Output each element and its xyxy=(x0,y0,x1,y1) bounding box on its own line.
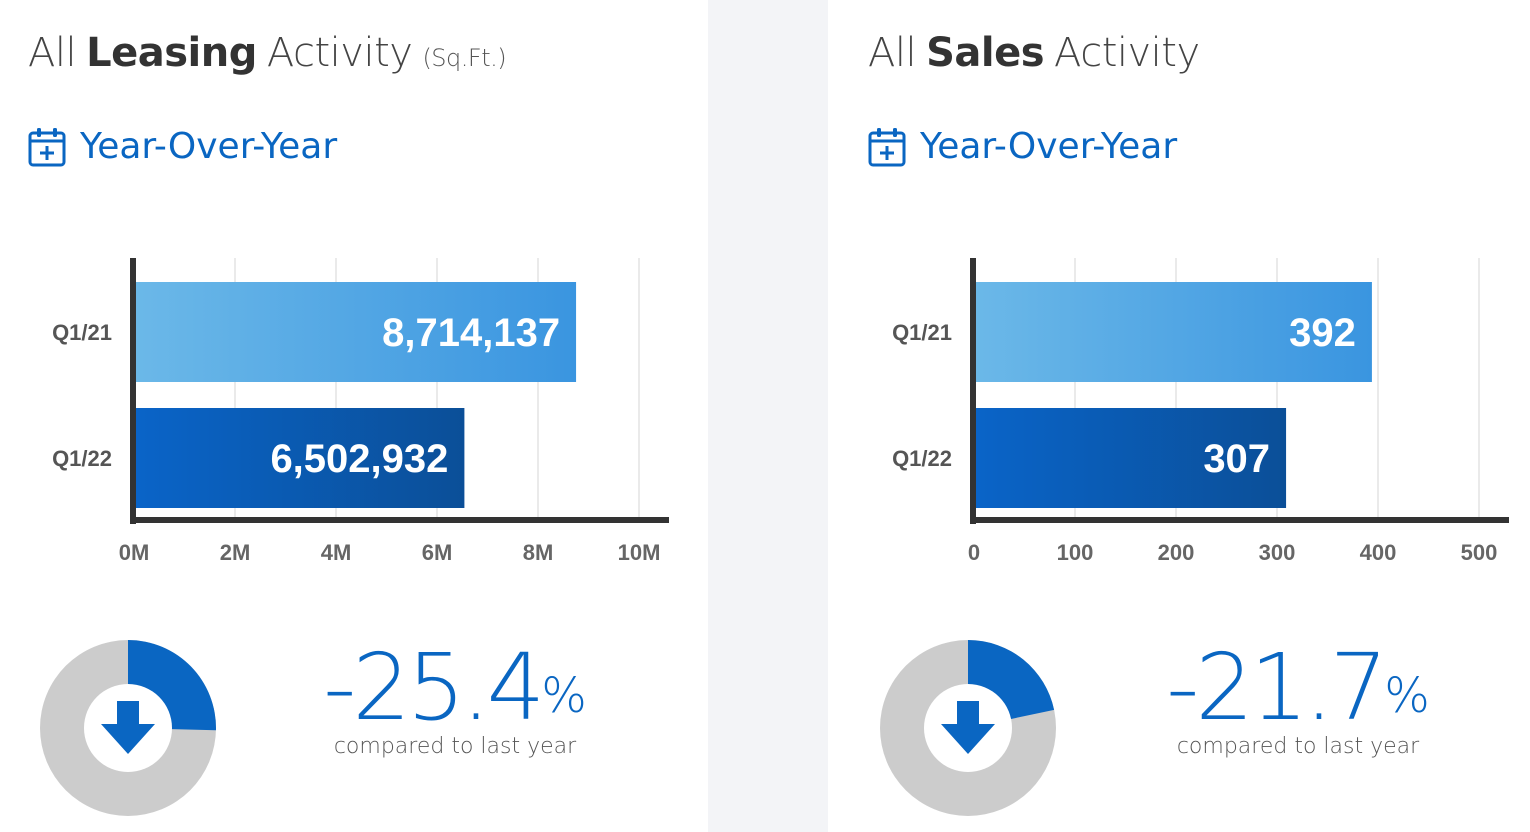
bar-value-label: 392 xyxy=(1289,311,1356,355)
title-suffix: Activity xyxy=(266,30,413,76)
change-percent: -21.7% xyxy=(1138,638,1458,738)
bar-value-label: 8,714,137 xyxy=(382,311,560,355)
x-tick-label: 10M xyxy=(618,540,661,565)
x-tick-label: 400 xyxy=(1360,540,1397,565)
sales-bar-chart: 0 100 200 300 400 500 Q1/21 392 Q1/22 307 xyxy=(828,240,1528,585)
category-label: Q1/22 xyxy=(52,446,112,471)
x-tick-label: 100 xyxy=(1057,540,1094,565)
period-subtitle: Year-Over-Year xyxy=(28,126,337,167)
change-percent: -25.4% xyxy=(300,638,610,738)
x-tick-label: 8M xyxy=(523,540,554,565)
category-label: Q1/21 xyxy=(892,320,952,345)
title-unit: (Sq.Ft.) xyxy=(422,44,507,72)
x-tick-label: 6M xyxy=(422,540,453,565)
x-tick-label: 2M xyxy=(220,540,251,565)
donut-svg xyxy=(40,640,217,816)
title-suffix: Activity xyxy=(1054,30,1200,76)
bar-q1-22 xyxy=(976,408,1287,508)
panel-title: All Sales Activity xyxy=(868,30,1200,76)
sales-panel: All Sales Activity Year-Over-Year 0 100 200 3… xyxy=(828,0,1530,832)
panel-title: All Leasing Activity (Sq.Ft.) xyxy=(28,30,507,76)
title-prefix: All xyxy=(868,30,917,76)
bar-chart-svg: 0 100 200 300 400 500 Q1/21 392 Q1/22 307 xyxy=(892,258,1509,565)
calendar-add-icon xyxy=(868,127,906,166)
change-block: -25.4% compared to last year xyxy=(300,638,610,760)
title-prefix: All xyxy=(28,30,77,76)
x-tick-label: 4M xyxy=(321,540,352,565)
change-caption: compared to last year xyxy=(333,734,577,759)
bar-q1-21 xyxy=(136,282,577,382)
percent-sign: % xyxy=(541,668,587,724)
bar-q1-22 xyxy=(136,408,465,508)
bar-value-label: 307 xyxy=(1203,437,1270,481)
arrow-down-icon xyxy=(941,701,995,754)
subtitle-text: Year-Over-Year xyxy=(80,126,338,167)
bar-q1-21 xyxy=(976,282,1372,382)
period-subtitle: Year-Over-Year xyxy=(868,126,1177,167)
subtitle-text: Year-Over-Year xyxy=(920,126,1178,167)
change-donut xyxy=(878,638,1058,823)
title-bold: Leasing xyxy=(86,30,257,76)
change-block: -21.7% compared to last year xyxy=(1138,638,1458,760)
change-value: -25.4 xyxy=(323,634,545,741)
x-tick-label: 0M xyxy=(119,540,150,565)
x-tick-label: 0 xyxy=(968,540,980,565)
title-bold: Sales xyxy=(926,30,1045,76)
category-label: Q1/21 xyxy=(52,320,112,345)
x-tick-label: 200 xyxy=(1158,540,1195,565)
calendar-add-icon xyxy=(28,127,66,166)
leasing-panel: All Leasing Activity (Sq.Ft.) Year-Over-Yea… xyxy=(0,0,708,832)
donut-svg xyxy=(880,640,1056,816)
x-tick-label: 500 xyxy=(1461,540,1498,565)
bar-chart-svg: 0M 2M 4M 6M 8M 10M Q1/21 8,714,137 Q1/22 6,502,93… xyxy=(52,258,669,565)
change-value: -21.7 xyxy=(1166,634,1388,741)
panel-divider xyxy=(708,0,828,832)
leasing-bar-chart: 0M 2M 4M 6M 8M 10M Q1/21 8,714,137 Q1/22 6,502,93… xyxy=(0,240,700,585)
change-donut xyxy=(38,638,218,823)
x-tick-label: 300 xyxy=(1259,540,1296,565)
change-caption: compared to last year xyxy=(1176,734,1420,759)
percent-sign: % xyxy=(1384,668,1430,724)
bar-value-label: 6,502,932 xyxy=(270,437,448,481)
category-label: Q1/22 xyxy=(892,446,952,471)
arrow-down-icon xyxy=(101,701,155,754)
